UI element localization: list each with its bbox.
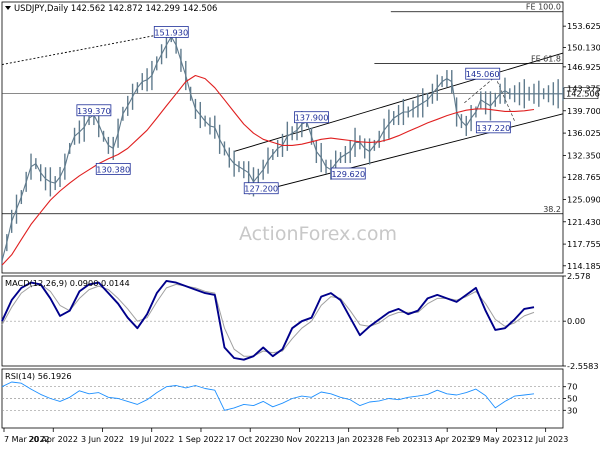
fib-level-label: 38.2: [543, 205, 561, 214]
x-tick-label: 17 Oct 2022: [225, 435, 274, 444]
swing-label: 151.930: [154, 27, 188, 37]
swing-label: 127.200: [244, 184, 278, 194]
swing-label-box: [465, 67, 501, 80]
swing-label-box: [76, 104, 112, 117]
rsi-y-tick-label: 70: [567, 382, 577, 392]
x-tick-label: 13 Apr 2023: [422, 435, 471, 444]
watermark: ActionForex.com: [239, 223, 397, 245]
x-tick-label: 12 Jul 2023: [523, 435, 568, 444]
price-y-tick-label: 146.925: [567, 62, 600, 72]
swing-label-box: [243, 182, 279, 195]
price-y-tick-label: 150.130: [567, 42, 600, 52]
macd-y-tick-label: 2.578: [567, 271, 590, 281]
price-y-tick-label: 136.025: [567, 128, 600, 138]
last-price-box: [563, 87, 599, 100]
x-tick-label: 29 May 2023: [470, 435, 522, 444]
fib-level-label: FE 61.8: [531, 54, 561, 63]
macd-title: MACD(12,26,9) 0.0900 0.0144: [5, 278, 130, 288]
chart-title: USDJPY,Daily 142.562 142.872 142.299 142…: [14, 3, 217, 13]
x-tick-label: 3 Jun 2022: [81, 435, 124, 444]
price-y-tick-label: 125.090: [567, 195, 600, 205]
projection-dashed-line: [464, 76, 496, 104]
swing-label-box: [294, 111, 329, 124]
swing-label: 130.380: [96, 164, 130, 174]
swing-label: 137.220: [476, 123, 510, 133]
rsi-y-tick-label: 30: [567, 405, 577, 415]
x-tick-label: 28 Feb 2023: [373, 435, 423, 444]
macd-line: [1, 279, 535, 361]
x-tick-label: 19 Jul 2022: [129, 435, 174, 444]
collapse-icon[interactable]: [5, 6, 11, 10]
swing-label: 129.620: [331, 169, 365, 179]
price-y-tick-label: 143.375: [567, 83, 600, 93]
x-tick-label: 20 Apr 2022: [29, 435, 78, 444]
price-y-tick-label: 128.765: [567, 172, 600, 182]
price-y-tick-label: 114.185: [567, 261, 600, 271]
projection-dashed-line: [494, 76, 515, 122]
x-tick-label: 7 Mar 2022: [4, 435, 50, 444]
rsi-line: [1, 381, 535, 411]
swing-label: 137.900: [295, 113, 329, 123]
swing-label-box: [153, 26, 189, 38]
last-price-label: 142.506: [566, 89, 600, 99]
dotted-trendline: [1, 31, 172, 66]
moving-average-line: [1, 74, 535, 266]
price-y-tick-label: 132.350: [567, 150, 600, 160]
x-tick-label: 1 Sep 2022: [178, 435, 224, 444]
swing-label: 145.060: [466, 69, 500, 79]
macd-y-tick-label: -2.5583: [567, 361, 599, 371]
macd-y-tick-label: 0.00: [567, 316, 585, 326]
swing-label: 139.370: [77, 106, 111, 116]
price-y-tick-label: 117.755: [567, 239, 600, 249]
rsi-title: RSI(14) 56.1926: [5, 371, 72, 381]
swing-label-box: [475, 121, 511, 134]
swing-label-box: [330, 167, 366, 180]
x-tick-label: 13 Jan 2023: [325, 435, 373, 444]
price-y-tick-label: 153.625: [567, 21, 600, 31]
rsi-y-tick-label: 50: [567, 394, 577, 404]
x-tick-label: 30 Nov 2022: [274, 435, 325, 444]
price-panel-frame: [1, 1, 564, 274]
price-y-tick-label: 139.700: [567, 106, 600, 116]
fib-level-label: FE 100.0: [526, 3, 561, 12]
swing-label-box: [95, 162, 131, 175]
price-y-tick-label: 121.430: [567, 217, 600, 227]
